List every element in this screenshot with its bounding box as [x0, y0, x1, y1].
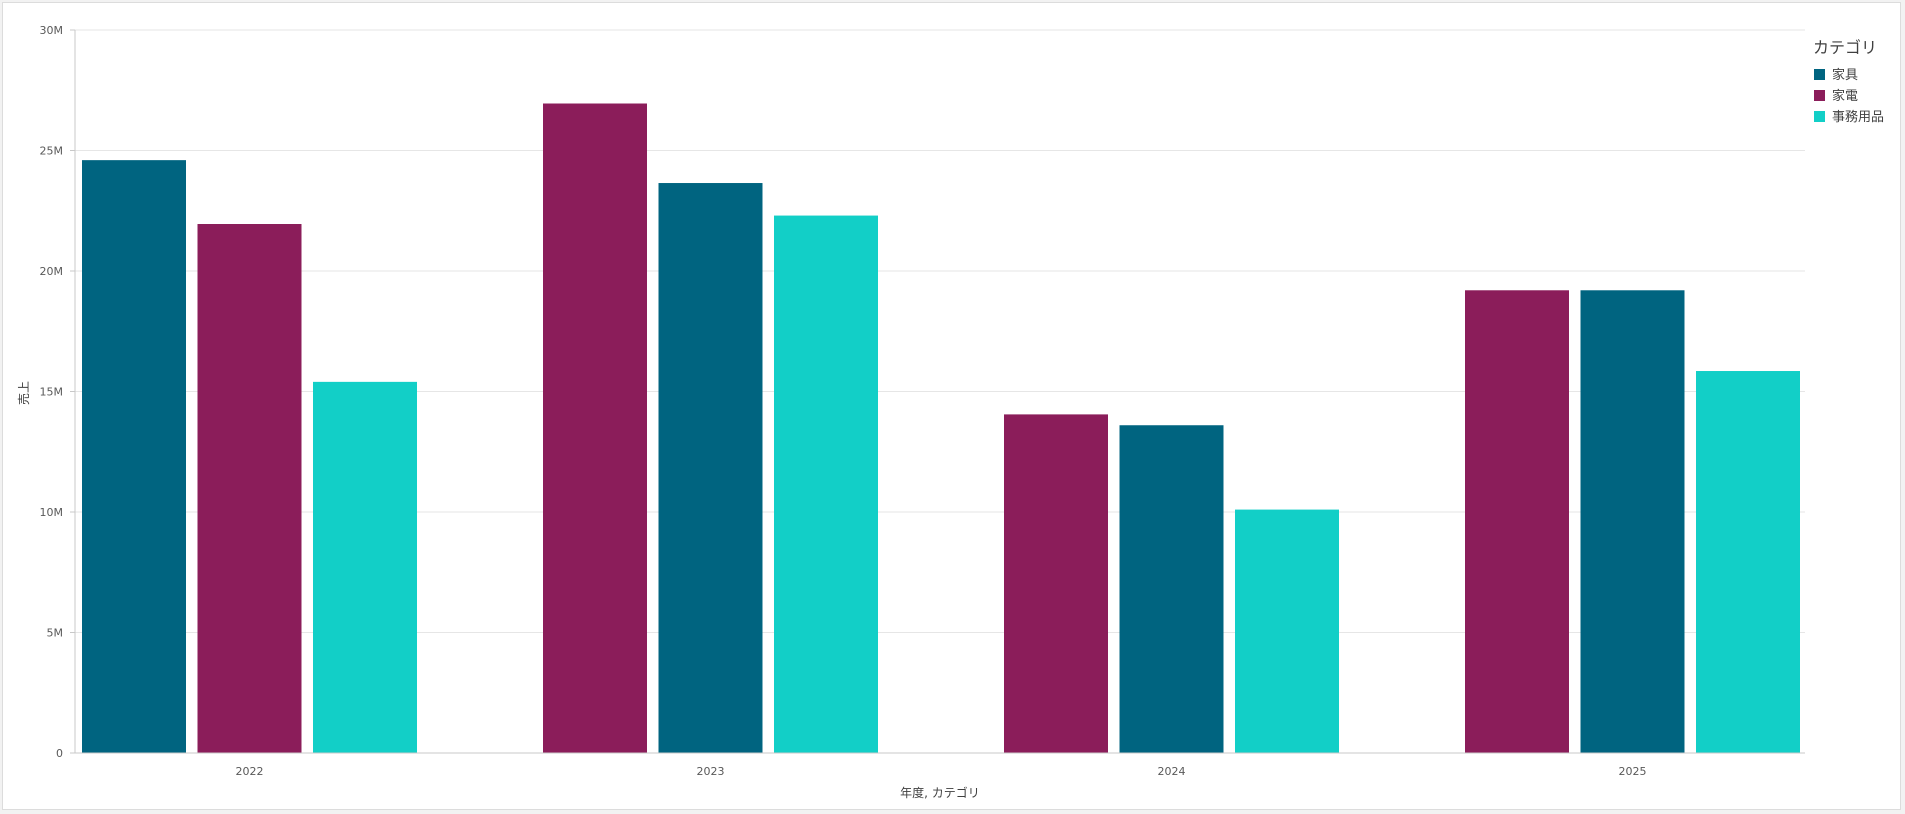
y-tick-label: 0 [56, 747, 63, 760]
y-tick-label: 20M [40, 265, 64, 278]
bar-2023-家具[interactable] [658, 183, 763, 753]
x-tick-label: 2025 [1619, 765, 1647, 778]
bar-2024-家具[interactable] [1119, 425, 1224, 753]
legend-item-label[interactable]: 事務用品 [1832, 110, 1884, 125]
bar-2024-事務用品[interactable] [1235, 509, 1339, 753]
y-tick-label: 5M [47, 627, 64, 640]
bars [82, 103, 1800, 753]
legend-swatch [1814, 69, 1825, 80]
x-tick-label: 2024 [1158, 765, 1186, 778]
bar-2025-家具[interactable] [1580, 290, 1685, 753]
bar-2023-家電[interactable] [543, 103, 647, 753]
legend-item-label[interactable]: 家具 [1832, 67, 1858, 83]
bar-2025-家電[interactable] [1465, 290, 1569, 753]
bar-2022-家具[interactable] [82, 160, 186, 753]
y-tick-label: 25M [40, 145, 64, 158]
bar-2023-事務用品[interactable] [774, 215, 878, 753]
y-axis-ticks: 0 5M 10M 15M 20M 25M 30M [40, 24, 75, 760]
x-tick-label: 2022 [236, 765, 264, 778]
x-axis-ticks: 2022 2023 2024 2025 [236, 765, 1647, 778]
x-axis-title: 年度, カテゴリ [900, 785, 980, 800]
y-tick-label: 10M [40, 506, 64, 519]
bar-2025-事務用品[interactable] [1696, 371, 1800, 753]
y-axis-title: 売上 [16, 381, 31, 405]
legend-title[interactable]: カテゴリ [1813, 38, 1877, 57]
bar-2022-事務用品[interactable] [313, 381, 417, 753]
y-tick-label: 30M [40, 24, 64, 37]
y-tick-label: 15M [40, 386, 64, 399]
x-tick-label: 2023 [697, 765, 725, 778]
bar-2022-家電[interactable] [197, 224, 302, 753]
legend-swatch [1814, 111, 1825, 122]
bar-2024-家電[interactable] [1004, 414, 1108, 753]
legend-item-label[interactable]: 家電 [1832, 88, 1858, 104]
legend-swatch [1814, 90, 1825, 101]
